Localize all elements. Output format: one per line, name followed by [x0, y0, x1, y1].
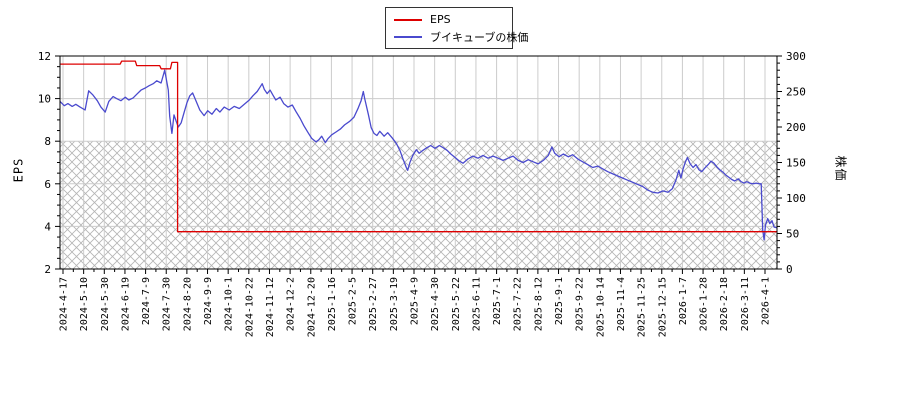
- x-tick-label: 2025-2-5: [348, 277, 359, 325]
- left-tick-label: 10: [38, 93, 51, 106]
- x-tick-label: 2026-3-11: [740, 277, 751, 331]
- x-tick-label: 2025-3-19: [389, 277, 400, 331]
- stock-price-line: [59, 69, 778, 241]
- x-tick-label: 2024-8-20: [182, 277, 193, 331]
- right-tick-label: 250: [786, 86, 806, 99]
- x-tick-label: 2024-11-12: [265, 277, 276, 337]
- right-tick-label: 200: [786, 121, 806, 134]
- x-tick-label: 2024-10-1: [224, 277, 235, 331]
- right-tick-label: 300: [786, 50, 806, 63]
- x-tick-label: 2024-9-9: [203, 277, 214, 325]
- x-tick-label: 2024-10-22: [244, 277, 255, 337]
- stock-price-line-swatch-icon: [394, 35, 422, 38]
- right-tick-label: 100: [786, 192, 806, 205]
- x-tick-label: 2025-2-27: [368, 277, 379, 331]
- x-tick-label: 2025-8-12: [533, 277, 544, 331]
- x-tick-label: 2025-10-14: [595, 277, 606, 337]
- x-tick-label: 2025-5-22: [451, 277, 462, 331]
- x-tick-label: 2025-7-1: [492, 277, 503, 325]
- left-tick-label: 4: [44, 220, 51, 233]
- x-tick-label: 2025-11-25: [637, 277, 648, 337]
- x-tick-label: 2025-6-11: [471, 277, 482, 331]
- legend-item-stock-price: ブイキューブの株価: [394, 28, 528, 45]
- x-tick-label: 2024-5-10: [79, 277, 90, 331]
- right-axis-title: 株価: [833, 155, 848, 182]
- x-tick-label: 2025-12-15: [657, 277, 668, 337]
- right-tick-label: 0: [786, 263, 793, 276]
- left-tick-label: 2: [44, 263, 51, 276]
- legend: EPS ブイキューブの株価: [385, 7, 528, 49]
- x-tick-label: 2024-7-30: [162, 277, 173, 331]
- x-tick-label: 2025-4-30: [430, 277, 441, 331]
- x-tick-label: 2024-6-19: [120, 277, 131, 331]
- right-tick-label: 50: [786, 228, 799, 241]
- left-tick-label: 6: [44, 178, 51, 191]
- x-tick-label: 2026-1-28: [699, 277, 710, 331]
- x-tick-label: 2026-2-18: [719, 277, 730, 331]
- x-tick-label: 2024-5-30: [100, 277, 111, 331]
- left-tick-label: 8: [44, 135, 51, 148]
- x-tick-label: 2025-7-22: [513, 277, 524, 331]
- left-tick-label: 12: [38, 50, 51, 63]
- legend-label-eps: EPS: [430, 13, 451, 26]
- x-tick-label: 2025-1-16: [327, 277, 338, 331]
- x-tick-label: 2024-7-9: [141, 277, 152, 325]
- x-tick-label: 2026-1-7: [678, 277, 689, 325]
- eps-line-swatch-icon: [394, 18, 422, 21]
- x-tick-label: 2025-9-1: [554, 277, 565, 325]
- eps-line: [60, 60, 777, 233]
- x-tick-label: 2024-12-2: [286, 277, 297, 331]
- legend-item-eps: EPS: [394, 11, 504, 28]
- x-tick-label: 2024-4-17: [59, 277, 70, 331]
- hatch-rect: [60, 141, 777, 269]
- x-tick-label: 2025-9-22: [575, 277, 586, 331]
- axis-tick-labels: 2 4 6 8 10 12 0 50 100 150 200 250 300 2024-4-17 2024-…: [38, 50, 806, 337]
- data-series-lines: [59, 60, 778, 241]
- x-tick-label: 2026-4-1: [761, 277, 772, 325]
- left-axis-title: EPS: [11, 157, 26, 183]
- hatch-region-below-threshold: [60, 141, 777, 269]
- x-tick-label: 2025-11-4: [616, 277, 627, 331]
- x-tick-label: 2025-4-9: [410, 277, 421, 325]
- legend-label-stock-price: ブイキューブの株価: [430, 30, 529, 44]
- x-tick-label: 2024-12-20: [306, 277, 317, 337]
- axis-ticks: [55, 55, 782, 274]
- right-tick-label: 150: [786, 157, 806, 170]
